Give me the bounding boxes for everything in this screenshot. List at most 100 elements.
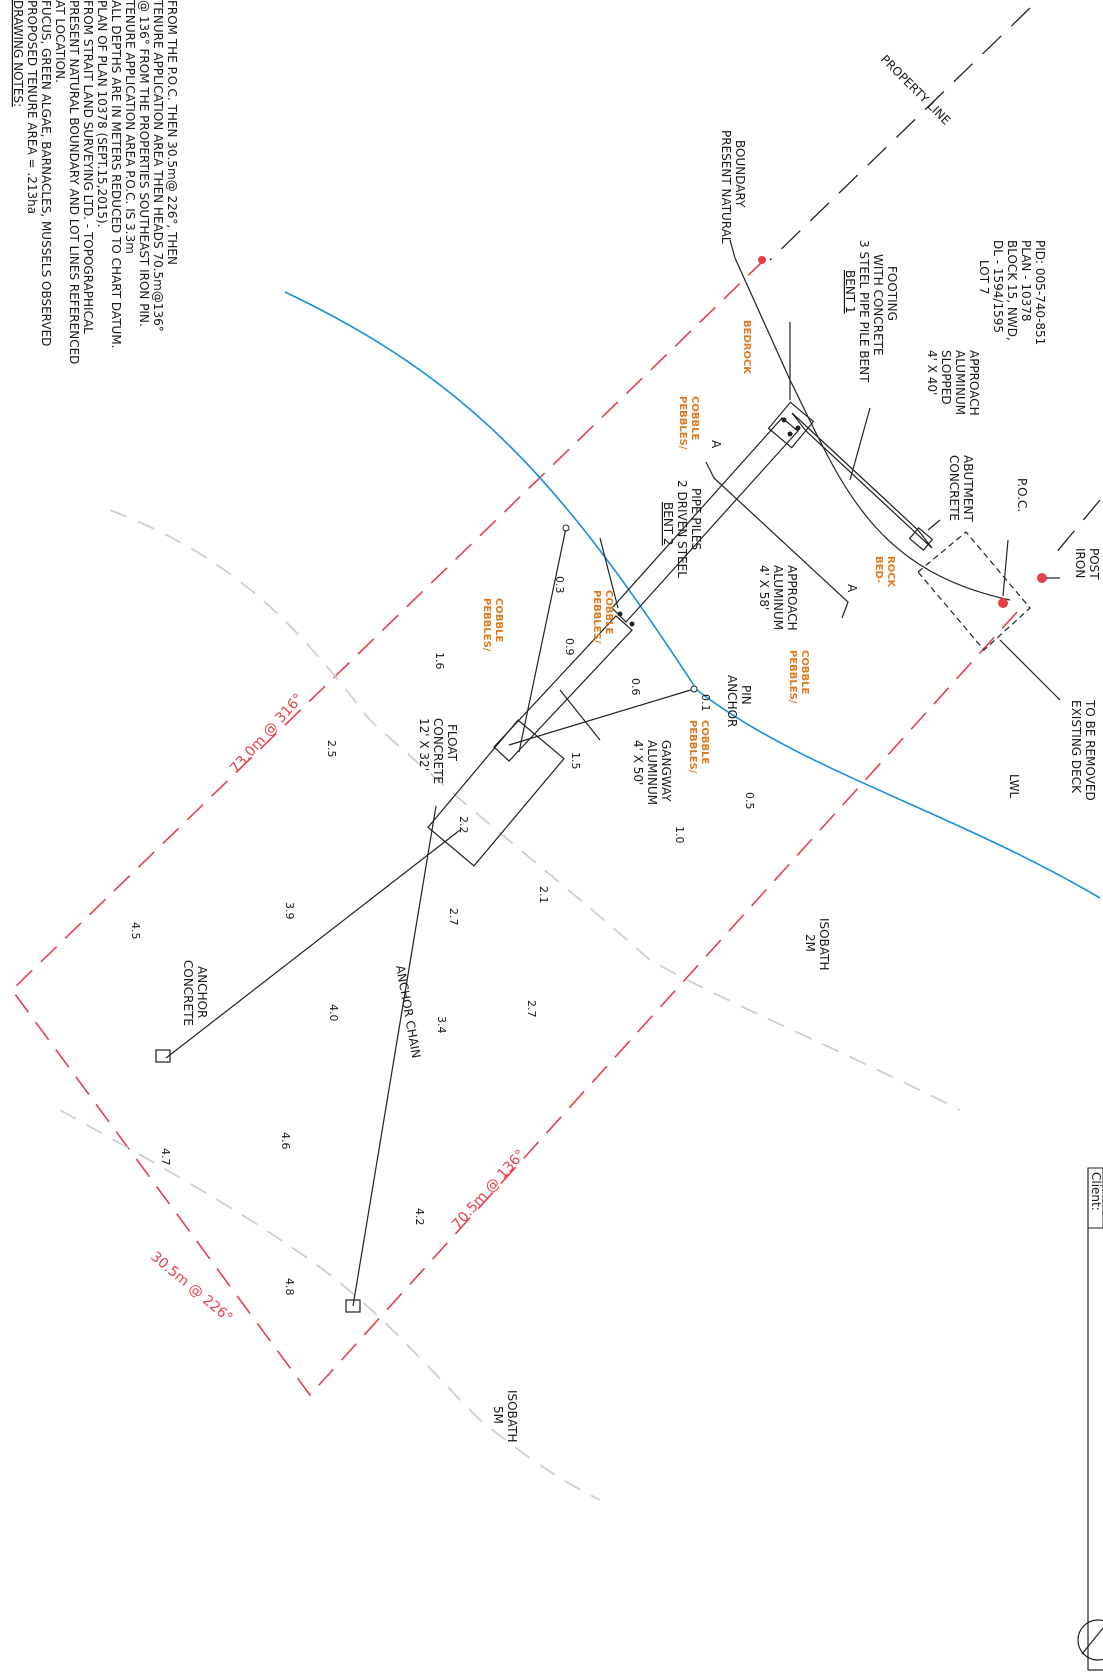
svg-text:CONCRETE: CONCRETE: [431, 718, 445, 784]
depth-sounding: 2.7: [525, 1000, 538, 1018]
svg-text:PID: 005-740-851: PID: 005-740-851: [1033, 240, 1047, 345]
svg-text:COBBLE: COBBLE: [603, 590, 614, 634]
svg-text:ISOBATH: ISOBATH: [817, 918, 831, 970]
svg-text:PLAN - 10378: PLAN - 10378: [1019, 240, 1033, 322]
lwl-label: LWL: [1007, 774, 1021, 798]
drawing-notes: DRAWING NOTES: PROPOSED TENURE AREA = .2…: [11, 0, 179, 364]
notes-line-9: @ 136° FROM THE PROPERTIES SOUTHEAST IRO…: [137, 0, 151, 327]
notes-line-11: FROM THE P.O.C. THEN 30.5m@ 226°, THEN: [165, 0, 179, 265]
svg-text:CONCRETE: CONCRETE: [947, 455, 961, 521]
concrete-anchor-1: [155, 1049, 171, 1063]
property-corner-marker: [758, 256, 766, 264]
svg-text:COBBLE: COBBLE: [689, 396, 700, 440]
svg-text:3 STEEL PIPE PILE BENT: 3 STEEL PIPE PILE BENT: [857, 240, 871, 383]
svg-text:FLOAT: FLOAT: [445, 724, 459, 762]
notes-line-5: FROM STRAIT LAND SURVEYING LTD. - TOPOGR…: [81, 0, 95, 334]
anchor-pin-1: [562, 524, 570, 532]
svg-text:BLOCK 15, NWD,: BLOCK 15, NWD,: [1005, 240, 1019, 341]
svg-text:FOOTING: FOOTING: [885, 266, 899, 321]
anchor-line-1: [518, 527, 567, 753]
svg-text:LOT 7: LOT 7: [977, 260, 991, 294]
svg-text:APPROACH: APPROACH: [967, 350, 981, 416]
bent1-pile-1: [781, 417, 787, 423]
seabed-pebbles-2: PEBBLES/ COBBLE: [591, 590, 614, 644]
notes-line-10: TENURE APPLICATION AREA THEN HEADS 70.5m…: [151, 0, 165, 332]
seabed-bedrock-split: BED- ROCK: [873, 556, 896, 589]
depth-sounding: 2.2: [457, 816, 470, 834]
depth-sounding: 2.5: [325, 740, 338, 758]
bearing-226: 30.5m @ 226°: [147, 1249, 235, 1326]
bent2-label: BENT 2 2 DRIVEN STEEL PIPE PILES: [661, 480, 703, 578]
bent1-footing: [767, 401, 815, 449]
anchor-chain-label: ANCHOR CHAIN: [393, 964, 423, 1059]
svg-text:ROCK: ROCK: [885, 556, 896, 589]
tenure-boundary: [10, 261, 1018, 1397]
depth-sounding: 4.6: [279, 1132, 292, 1150]
isobath-5m-line: [59, 1109, 601, 1501]
section-a-line: [705, 461, 849, 619]
seabed-pebbles-4: PEBBLES/ COBBLE: [787, 650, 810, 704]
leader-gangway: [559, 689, 601, 741]
svg-text:ANCHOR: ANCHOR: [725, 675, 739, 727]
svg-text:APPROACH: APPROACH: [785, 565, 799, 631]
svg-text:DL - 1594/1595: DL - 1594/1595: [991, 240, 1005, 333]
anchor-pin-label: ANCHOR PIN: [725, 675, 753, 727]
leader-deck: [999, 639, 1061, 701]
svg-text:4' X 50': 4' X 50': [631, 740, 645, 785]
concrete-abutment: [908, 527, 934, 551]
bent1-label: BENT 1 3 STEEL PIPE PILE BENT WITH CONCR…: [843, 240, 899, 383]
svg-text:COBBLE: COBBLE: [799, 650, 810, 694]
svg-text:TO BE REMOVED: TO BE REMOVED: [1083, 699, 1097, 801]
float-label: 12' X 32' CONCRETE FLOAT: [417, 718, 459, 784]
bearing-136: 70.5m @ 136°: [449, 1147, 529, 1233]
svg-text:ALUMINUM: ALUMINUM: [953, 350, 967, 415]
sloped-approach: [791, 412, 933, 549]
depth-sounding: 0.6: [629, 678, 642, 696]
svg-text:PEBBLES/: PEBBLES/: [677, 396, 688, 450]
gangway-label: 4' X 50' ALUMINUM GANGWAY: [631, 740, 673, 805]
svg-text:EXISTING DECK: EXISTING DECK: [1069, 700, 1083, 794]
gangway: [493, 615, 633, 762]
notes-line-6: PLAN OF PLAN 10378 (SEPT.15,2015).: [95, 0, 109, 228]
iron-post-marker: [1037, 573, 1047, 583]
existing-deck: [917, 531, 1031, 651]
natural-boundary-line: [734, 257, 1011, 601]
leader-bent2: [599, 537, 619, 609]
poc-label: P.O.C.: [1015, 478, 1029, 512]
svg-text:5M: 5M: [491, 1406, 505, 1424]
bent1-pile-2: [795, 425, 801, 431]
depth-sounding: 1.0: [673, 826, 686, 844]
concrete-anchor-2: [345, 1299, 361, 1313]
leader-pnb: [729, 239, 736, 259]
notes-line-4: PRESENT NATURAL BOUNDARY AND LOT LINES R…: [67, 0, 81, 364]
north-arrow-icon: [1077, 1619, 1103, 1661]
property-line-lower: [1049, 499, 1101, 561]
section-a-bottom: A: [845, 584, 859, 593]
svg-text:2M: 2M: [803, 934, 817, 952]
concrete-abutment-label: CONCRETE ABUTMENT: [947, 455, 975, 522]
seabed-pebbles-5: PEBBLES/ COBBLE: [687, 720, 710, 774]
depth-sounding: 0.5: [743, 792, 756, 810]
svg-text:COBBLE: COBBLE: [699, 720, 710, 764]
poc-marker: [998, 598, 1008, 608]
depth-sounding: 4.7: [159, 1148, 172, 1166]
bearing-316: 73.0m @ 316°: [227, 691, 307, 777]
depth-sounding: 0.1: [699, 694, 712, 712]
approach-58: [611, 417, 799, 623]
anchor-line-2: [508, 688, 695, 746]
seabed-pebbles-1: PEBBLES/ COBBLE: [677, 396, 700, 450]
notes-line-8: TENURE APPLICATION AREA P.O.C. IS 3.3m: [123, 0, 137, 254]
bent2-pile-1: [617, 611, 623, 617]
depth-sounding: 2.1: [537, 886, 550, 904]
svg-text:SLOPPED: SLOPPED: [939, 350, 953, 405]
isobath-2m-label: 2M ISOBATH: [803, 918, 831, 970]
svg-text:ANCHOR: ANCHOR: [195, 966, 209, 1018]
depth-sounding: 4.0: [327, 1004, 340, 1022]
bent1-pile-3: [787, 431, 793, 437]
svg-text:ALUMINUM: ALUMINUM: [645, 740, 659, 805]
concrete-float: [427, 719, 565, 867]
svg-text:ABUTMENT: ABUTMENT: [961, 455, 975, 522]
depth-sounding: 3.4: [435, 1016, 448, 1034]
depth-sounding: 0.9: [563, 638, 576, 656]
